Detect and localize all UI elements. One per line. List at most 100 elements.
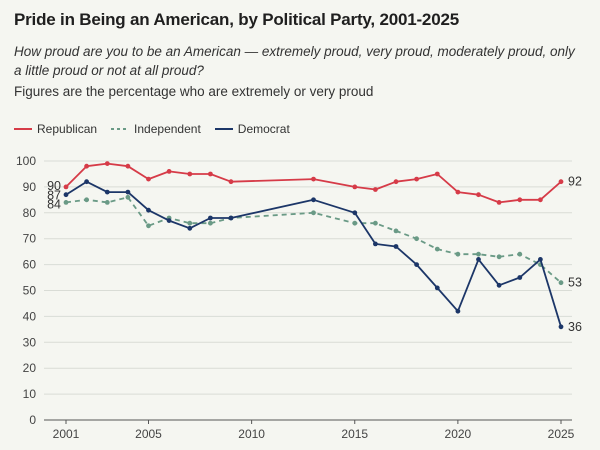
data-point-democrat-2013 [311, 197, 316, 203]
data-point-independent-2023 [517, 251, 523, 257]
data-point-republican-2003 [104, 161, 110, 167]
data-point-democrat-2017 [393, 244, 399, 249]
y-tick-label-50: 50 [23, 284, 37, 298]
data-point-republican-2016 [373, 187, 378, 192]
y-tick-label-20: 20 [23, 361, 37, 375]
legend-label-democrat: Democrat [237, 122, 290, 136]
y-tick-label-0: 0 [29, 413, 36, 427]
data-point-republican-2024 [538, 197, 543, 203]
data-point-independent-2007 [187, 220, 193, 226]
legend-swatch-independent [111, 128, 130, 130]
data-point-republican-2006 [166, 169, 172, 174]
chart-note: Figures are the percentage who are extre… [14, 84, 374, 99]
legend-item-democrat: Democrat [214, 122, 290, 136]
gridlines [44, 160, 572, 421]
data-point-independent-2003 [104, 200, 110, 205]
chart-title: Pride in Being an American, by Political… [14, 10, 459, 29]
legend-label-independent: Independent [134, 122, 201, 136]
legend-label-republican: Republican [37, 122, 98, 136]
data-point-democrat-2024 [538, 257, 543, 262]
y-tick-label-30: 30 [23, 335, 37, 349]
start-label-independent: 84 [47, 197, 61, 211]
data-point-democrat-2003 [104, 189, 110, 195]
data-point-republican-2025 [558, 179, 564, 185]
end-label-independent: 53 [568, 276, 582, 290]
x-tick-label-2015: 2015 [341, 427, 368, 441]
data-point-independent-2004 [125, 194, 131, 200]
x-tick-label-2005: 2005 [135, 427, 162, 441]
data-point-independent-2008 [208, 220, 213, 226]
data-point-republican-2020 [455, 189, 461, 195]
data-point-republican-2023 [517, 197, 523, 203]
data-point-democrat-2025 [558, 324, 564, 330]
data-point-independent-2019 [434, 246, 440, 252]
data-point-republican-2013 [311, 176, 316, 182]
series-line-democrat [65, 180, 562, 328]
data-point-independent-2001 [63, 200, 69, 205]
data-point-democrat-2019 [434, 285, 440, 291]
legend: Republican Independent Democrat [14, 121, 304, 137]
y-tick-label-10: 10 [23, 387, 37, 401]
data-point-democrat-2006 [166, 218, 172, 224]
data-point-republican-2002 [84, 163, 89, 169]
data-point-republican-2015 [352, 184, 358, 190]
end-label-democrat: 36 [568, 320, 582, 334]
data-point-republican-2009 [228, 179, 234, 185]
data-point-independent-2002 [84, 197, 89, 203]
data-point-democrat-2002 [84, 179, 89, 185]
data-point-independent-2017 [393, 228, 399, 234]
data-point-democrat-2005 [146, 207, 151, 213]
data-point-democrat-2023 [517, 275, 523, 280]
data-point-republican-2021 [476, 192, 481, 198]
chart-subtitle: How proud are you to be an American — ex… [14, 44, 575, 78]
data-point-democrat-2001 [63, 192, 69, 198]
start-label-democrat: 87 [47, 189, 61, 203]
data-point-democrat-2009 [228, 215, 234, 221]
data-point-democrat-2015 [352, 210, 358, 216]
data-point-republican-2005 [146, 176, 151, 182]
data-point-democrat-2022 [496, 282, 502, 288]
x-tick-label-2020: 2020 [445, 427, 472, 441]
data-point-republican-2018 [414, 176, 419, 182]
data-point-democrat-2016 [373, 241, 378, 247]
data-point-independent-2005 [146, 223, 151, 229]
legend-swatch-republican [14, 128, 32, 130]
data-point-independent-2020 [455, 251, 461, 257]
x-tick-label-2025: 2025 [548, 427, 575, 441]
data-point-independent-2021 [476, 251, 481, 257]
series-lines [63, 161, 564, 330]
data-point-independent-2016 [373, 220, 378, 226]
x-tick-label-2001: 2001 [53, 427, 80, 441]
data-point-democrat-2020 [455, 308, 461, 314]
data-point-democrat-2018 [414, 262, 419, 267]
y-tick-label-80: 80 [23, 206, 37, 220]
data-point-independent-2015 [352, 220, 358, 226]
y-tick-label-90: 90 [23, 180, 37, 194]
data-point-republican-2004 [125, 163, 131, 169]
data-point-democrat-2021 [476, 257, 481, 262]
data-point-independent-2018 [414, 236, 419, 242]
legend-swatch-democrat [214, 128, 233, 130]
legend-item-independent: Independent [111, 122, 201, 136]
x-tick-label-2010: 2010 [238, 427, 265, 441]
data-point-republican-2022 [496, 200, 502, 205]
data-point-republican-2001 [63, 184, 69, 190]
data-point-republican-2008 [208, 171, 213, 177]
series-line-republican [65, 162, 562, 204]
data-point-democrat-2004 [125, 189, 131, 195]
data-point-republican-2007 [187, 171, 193, 177]
y-tick-label-70: 70 [23, 232, 37, 246]
data-point-independent-2025 [558, 280, 564, 286]
start-label-republican: 90 [47, 179, 61, 193]
y-tick-label-40: 40 [23, 309, 37, 323]
data-point-independent-2022 [496, 254, 502, 260]
data-point-republican-2019 [434, 171, 440, 177]
legend-item-republican: Republican [14, 122, 97, 136]
y-tick-label-100: 100 [16, 154, 36, 168]
data-point-independent-2013 [311, 210, 316, 216]
axes: 0 10 20 30 40 50 60 70 80 90 100 2001 2005 2010 2015 20… [16, 154, 575, 441]
end-label-republican: 92 [568, 175, 582, 189]
data-point-democrat-2008 [208, 215, 213, 221]
